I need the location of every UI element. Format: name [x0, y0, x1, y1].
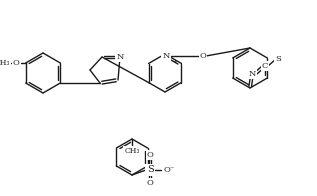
Text: O: O [146, 179, 153, 187]
Text: O: O [146, 151, 153, 159]
Text: S: S [147, 165, 153, 174]
Text: N: N [248, 70, 256, 78]
Text: O: O [13, 59, 20, 67]
Text: CH₃: CH₃ [124, 147, 140, 155]
Text: O⁻: O⁻ [164, 166, 175, 174]
Text: N: N [162, 52, 170, 60]
Text: CH₃: CH₃ [0, 59, 10, 67]
Text: S: S [275, 55, 281, 63]
Text: O: O [200, 52, 206, 60]
Text: +: + [172, 59, 177, 64]
Text: N: N [116, 53, 124, 61]
Text: C: C [262, 62, 268, 70]
